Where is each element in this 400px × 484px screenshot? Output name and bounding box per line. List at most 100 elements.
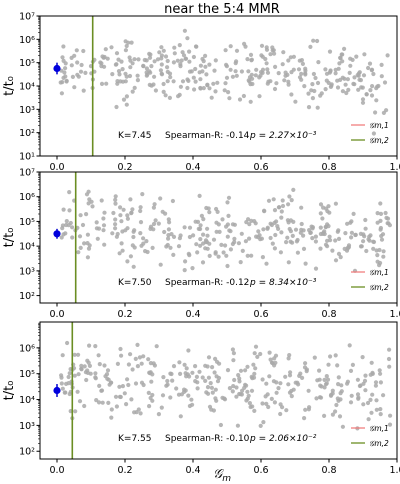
scatter-point: [356, 395, 361, 400]
scatter-point: [81, 88, 86, 93]
scatter-point: [132, 57, 137, 62]
x-tick-label: 0.2: [117, 465, 132, 476]
scatter-point: [147, 51, 152, 57]
scatter-point: [302, 365, 308, 370]
scatter-point: [135, 78, 140, 83]
scatter-point: [243, 44, 248, 49]
scatter-point: [318, 246, 323, 251]
scatter-point: [361, 402, 366, 407]
scatter-point: [119, 241, 124, 246]
scatter-point: [198, 86, 203, 91]
scatter-point: [77, 234, 83, 239]
scatter-point: [130, 61, 135, 66]
scatter-point: [170, 378, 175, 383]
scatter-point: [286, 220, 291, 225]
scatter-point: [203, 64, 208, 69]
scatter-point: [286, 382, 291, 387]
scatter-point: [272, 400, 277, 405]
scatter-point: [373, 383, 378, 388]
scatter-point: [265, 225, 270, 230]
scatter-point: [367, 61, 373, 66]
scatter-point: [348, 56, 353, 61]
scatter-point: [191, 54, 196, 60]
y-tick-label: 10⁴: [19, 395, 35, 406]
scatter-point: [70, 74, 75, 79]
x-tick-label: 1.0: [389, 162, 400, 173]
scatter-point: [261, 227, 266, 232]
scatter-point: [117, 72, 122, 77]
scatter-point: [60, 55, 65, 60]
scatter-point: [322, 413, 327, 418]
scatter-point: [386, 356, 392, 362]
scatter-point: [252, 351, 257, 356]
scatter-point: [303, 72, 308, 77]
scatter-point: [296, 67, 302, 72]
scatter-point: [381, 249, 386, 254]
scatter-point: [293, 99, 298, 104]
scatter-point: [207, 86, 212, 91]
scatter-point: [88, 371, 93, 376]
scatter-point: [147, 55, 153, 60]
scatter-point: [196, 226, 201, 231]
scatter-point: [214, 374, 219, 379]
scatter-point: [119, 219, 124, 224]
y-tick-label: 10⁴: [19, 82, 35, 93]
scatter-point: [381, 254, 386, 259]
scatter-point: [252, 371, 257, 376]
scatter-point: [215, 80, 220, 85]
scatter-point: [147, 82, 152, 87]
scatter-point: [135, 73, 140, 78]
scatter-point: [291, 219, 296, 224]
scatter-point: [291, 387, 296, 392]
scatter-point: [268, 221, 273, 226]
scatter-point: [298, 230, 303, 235]
scatter-point: [102, 54, 107, 60]
scatter-point: [125, 259, 130, 264]
scatter-point: [198, 243, 203, 248]
scatter-point: [105, 56, 110, 61]
scatter-point: [243, 239, 248, 244]
scatter-point: [99, 81, 105, 86]
scatter-point: [336, 251, 342, 256]
scatter-point: [189, 69, 194, 74]
scatter-point: [141, 63, 146, 68]
scatter-point: [148, 361, 153, 366]
scatter-point: [232, 236, 237, 241]
scatter-point: [110, 72, 115, 77]
scatter-point: [152, 363, 157, 368]
scatter-point: [119, 59, 124, 64]
scatter-point: [325, 377, 331, 382]
scatter-point: [227, 386, 232, 391]
scatter-point: [114, 104, 119, 110]
scatter-point: [333, 67, 338, 72]
annotation-p: p = 2.27×10⁻³: [249, 131, 317, 141]
scatter-point: [83, 70, 88, 75]
scatter-point: [172, 51, 177, 56]
scatter-point: [290, 233, 295, 238]
scatter-point: [318, 395, 324, 400]
scatter-point: [278, 411, 283, 417]
scatter-point: [335, 229, 340, 234]
scatter-point: [286, 260, 291, 265]
scatter-point: [297, 58, 302, 63]
scatter-point: [360, 355, 365, 360]
scatter-point: [248, 52, 254, 58]
scatter-point: [208, 381, 213, 386]
scatter-point: [286, 202, 291, 207]
scatter-point: [144, 58, 149, 63]
scatter-point: [368, 88, 373, 93]
scatter-point: [236, 241, 241, 246]
scatter-point: [230, 74, 235, 79]
scatter-point: [137, 355, 142, 360]
scatter-point: [203, 378, 208, 383]
scatter-point: [228, 67, 233, 72]
scatter-point: [163, 54, 169, 59]
scatter-point: [72, 53, 77, 58]
scatter-point: [213, 58, 218, 63]
scatter-point: [161, 81, 166, 87]
scatter-point: [203, 240, 208, 245]
scatter-point: [149, 64, 154, 69]
scatter-point: [203, 53, 208, 59]
scatter-point: [125, 216, 130, 221]
